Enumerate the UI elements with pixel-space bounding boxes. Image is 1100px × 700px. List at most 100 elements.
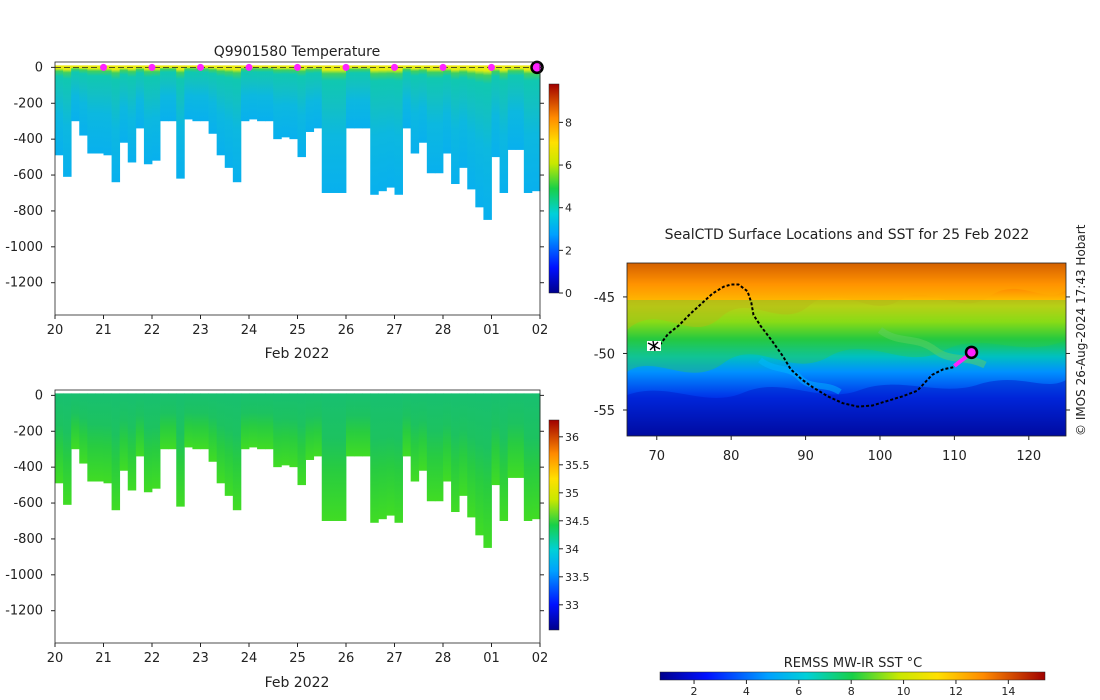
x-tick-label: 20 — [47, 323, 64, 338]
colorbar-tick-label: 2 — [565, 244, 572, 257]
temperature-x-axis: 20 21 22 23 24 25 26 27 28 01 02 — [47, 315, 548, 338]
y-tick-label: 0 — [35, 388, 43, 403]
surface-marker — [488, 63, 495, 71]
profile-column — [265, 393, 274, 450]
colorbar-tick-label: 34.5 — [565, 515, 590, 528]
x-tick-label: 25 — [289, 651, 306, 666]
sst-map-title: SealCTD Surface Locations and SST for 25… — [665, 227, 1030, 243]
profile-column — [160, 393, 169, 450]
colorbar-tick-label: 8 — [565, 116, 572, 129]
salinity-colorbar — [548, 419, 560, 631]
profile-column — [176, 393, 185, 507]
x-tick-label: 80 — [723, 449, 740, 464]
x-tick-label: 21 — [95, 651, 112, 666]
surface-marker — [197, 63, 204, 71]
x-tick-label: 26 — [338, 651, 355, 666]
y-tick-label: -45 — [594, 291, 615, 306]
profile-column — [434, 65, 444, 174]
profile-column — [143, 393, 153, 493]
profile-column — [103, 393, 112, 484]
profile-column — [63, 393, 72, 505]
colorbar-tick-label: 36 — [565, 431, 579, 444]
profile-column — [475, 393, 484, 536]
profile-column — [370, 65, 379, 195]
y-tick-label: -400 — [13, 132, 43, 147]
colorbar-tick-label: 33 — [565, 599, 579, 612]
profile-column — [152, 393, 161, 489]
surface-marker — [100, 63, 107, 71]
profile-column — [265, 65, 274, 122]
colorbar-tick-label: 35.5 — [565, 459, 590, 472]
profile-column — [313, 393, 323, 457]
sst-colorbar — [659, 671, 1046, 681]
profile-column — [313, 65, 323, 129]
profile-column — [483, 393, 492, 548]
profile-column — [257, 393, 266, 450]
profile-column — [87, 393, 96, 482]
profile-column — [354, 393, 363, 457]
colorbar-tick-label: 33.5 — [565, 571, 590, 584]
profile-column — [192, 393, 201, 450]
x-tick-label: 70 — [648, 449, 665, 464]
profile-column — [281, 65, 290, 138]
y-tick-label: -800 — [13, 532, 43, 547]
surface-marker — [439, 63, 447, 71]
profile-column — [426, 393, 436, 502]
colorbar-tick-label: 14 — [1001, 685, 1015, 698]
recent-track — [953, 354, 969, 368]
temperature-section-panel: Q9901580 Temperature 0 -200 -400 -600 -800 -1… — [5, 44, 572, 362]
x-tick-label: 20 — [47, 651, 64, 666]
profile-column — [273, 393, 282, 468]
profile-column — [200, 65, 209, 122]
profile-column — [434, 393, 444, 502]
profile-column — [143, 65, 153, 165]
x-tick-label: 22 — [144, 323, 161, 338]
profile-column — [443, 65, 452, 154]
colorbar-tick-label: 34 — [565, 543, 579, 556]
colorbar-tick-label: 8 — [848, 685, 855, 698]
y-tick-label: -600 — [13, 168, 43, 183]
profile-column — [451, 393, 460, 513]
profile-column — [135, 65, 145, 129]
profile-column — [507, 393, 517, 478]
sst-map-y-axis: -45 -50 -55 — [594, 291, 1070, 419]
profile-column — [240, 393, 250, 450]
profile-column — [394, 65, 403, 195]
profile-column — [378, 393, 387, 520]
colorbar-tick-label: 0 — [565, 287, 572, 300]
profile-column — [281, 393, 290, 466]
profile-column — [103, 65, 112, 156]
x-tick-label: 100 — [868, 449, 893, 464]
y-tick-label: -800 — [13, 204, 43, 219]
profile-column — [63, 65, 72, 177]
profile-column — [208, 65, 218, 134]
profile-column — [507, 65, 517, 150]
salinity-colorbar-ticks: 33 33.5 34 34.5 35 35.5 36 — [559, 431, 590, 612]
profile-column — [200, 393, 209, 450]
salinity-profile-columns — [55, 393, 541, 548]
profile-column — [523, 65, 533, 193]
profile-column — [216, 65, 226, 156]
salinity-x-axis-label: Feb 2022 — [265, 675, 330, 691]
profile-column — [87, 65, 96, 154]
profile-column — [224, 393, 234, 496]
profile-column — [216, 393, 226, 484]
x-tick-label: 02 — [532, 651, 549, 666]
x-tick-label: 90 — [797, 449, 814, 464]
surface-marker — [294, 63, 301, 71]
profile-column — [71, 393, 80, 450]
profile-column — [184, 65, 193, 120]
profile-column — [152, 65, 161, 161]
profile-column — [426, 65, 436, 174]
y-tick-label: -1200 — [5, 276, 43, 291]
profile-column — [176, 65, 185, 179]
profile-column — [111, 65, 121, 183]
profile-column — [499, 393, 509, 521]
profile-column — [467, 393, 476, 518]
x-tick-label: 24 — [241, 651, 258, 666]
profile-column — [273, 65, 282, 140]
salinity-section-panel: 0 -200 -400 -600 -800 -1000 -1200 20 21 22 23 24 25… — [5, 388, 589, 691]
profile-column — [135, 393, 145, 457]
profile-column — [515, 65, 525, 150]
sst-map-panel: SealCTD Surface Locations and SST for 25… — [594, 224, 1088, 698]
